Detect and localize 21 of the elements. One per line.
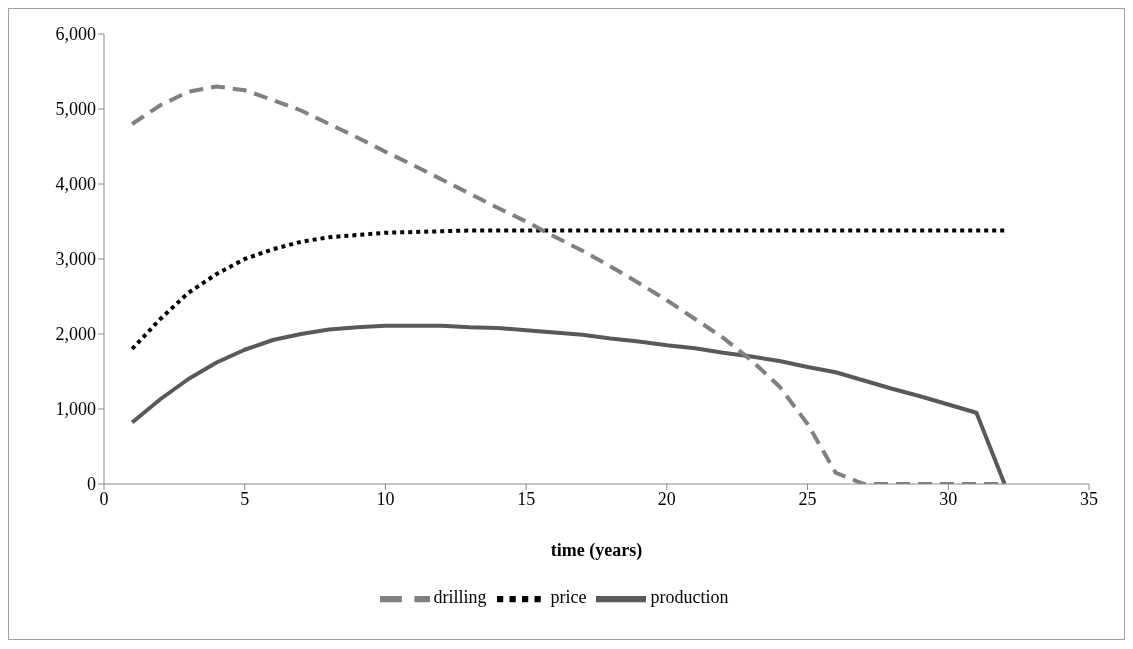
x-tick-label: 35 <box>1080 488 1098 509</box>
x-tick-label: 20 <box>657 488 676 509</box>
x-tick-label: 0 <box>99 488 109 509</box>
x-tick-label: 15 <box>517 488 536 509</box>
line-series <box>130 323 1007 484</box>
x-tick-label: 5 <box>240 488 250 509</box>
y-tick-label: 4,000 <box>55 174 96 195</box>
y-tick-label: 0 <box>87 474 96 495</box>
y-tick-label: 6,000 <box>55 24 96 45</box>
legend-label: production <box>650 587 729 608</box>
y-tick-label: 3,000 <box>55 249 96 270</box>
line-series <box>130 228 1007 351</box>
y-tick-label: 2,000 <box>55 324 96 345</box>
x-axis-title: time (years) <box>550 540 643 561</box>
y-tick-label: 5,000 <box>55 99 96 120</box>
x-tick-label: 30 <box>939 488 958 509</box>
legend-label: drilling <box>433 587 487 608</box>
legend-label: price <box>550 587 587 608</box>
x-tick-label: 10 <box>376 488 395 509</box>
x-tick-label: 25 <box>798 488 817 509</box>
y-tick-label: 1,000 <box>55 399 96 420</box>
